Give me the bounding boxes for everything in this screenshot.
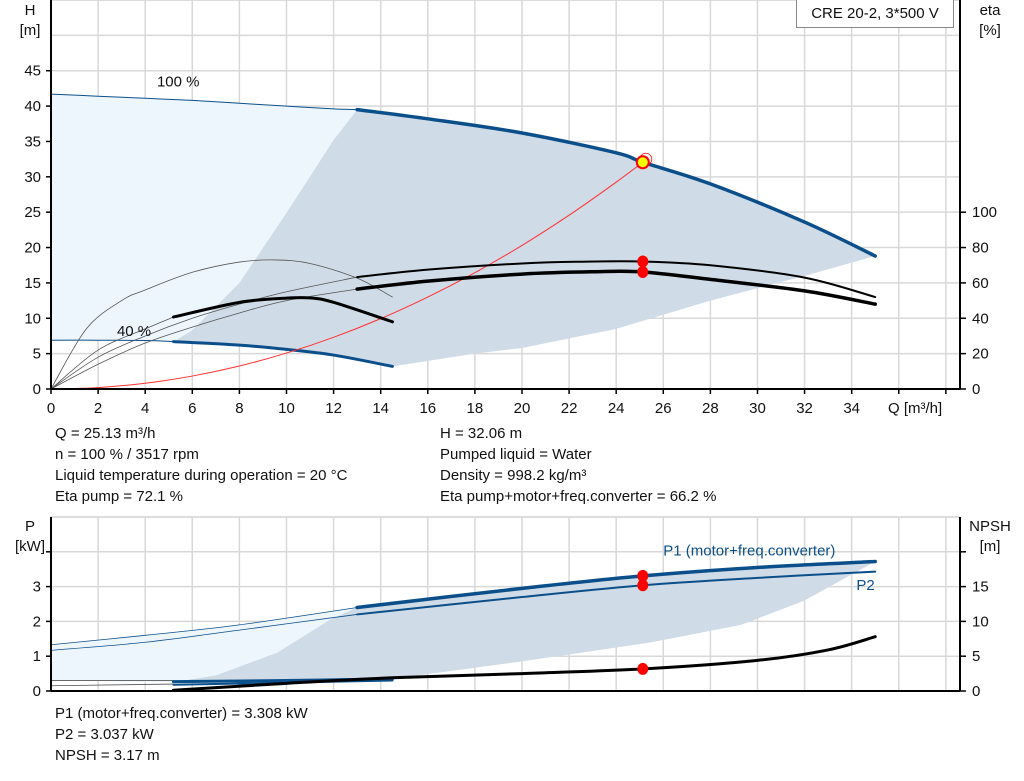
curve-series-7 (50, 288, 358, 390)
x-tick-label: 28 (702, 400, 719, 417)
light-range-region (51, 607, 358, 683)
y2-axis-unit: [m] (980, 538, 1001, 555)
curve-series-1 (355, 107, 877, 258)
temperature-readout: Liquid temperature during operation = 20… (55, 467, 348, 484)
x-tick-label: 26 (655, 400, 672, 417)
x-tick-label: 24 (608, 400, 625, 417)
x-tick-label: 6 (188, 400, 196, 417)
y-tick-label: 3 (33, 579, 41, 596)
operating-marker (637, 569, 649, 582)
y-tick-label: 25 (24, 204, 41, 221)
x-tick-label: 32 (796, 400, 813, 417)
operating-point (635, 155, 650, 170)
operating-marker (637, 265, 649, 278)
y-tick-label: 0 (33, 683, 41, 700)
x-tick-label: 14 (372, 400, 389, 417)
curve-series-8 (50, 316, 174, 390)
operating-marker (637, 662, 649, 675)
operating-marker (637, 579, 649, 592)
y2-tick-label: 5 (972, 648, 980, 665)
x-tick-label: 34 (843, 400, 860, 417)
y-tick-label: 10 (24, 310, 41, 327)
curve-series-10 (355, 269, 877, 306)
eta-pump-readout: Eta pump = 72.1 % (55, 488, 183, 505)
y-axis-label: H (25, 2, 36, 19)
curve-series-3 (171, 340, 394, 368)
light-range-region (51, 94, 358, 342)
speed-readout: n = 100 % / 3517 rpm (55, 446, 199, 463)
curve-series-4 (50, 161, 644, 390)
speed-label: 40 % (117, 323, 151, 340)
y2-tick-label: 15 (972, 579, 989, 596)
x-tick-label: 10 (278, 400, 295, 417)
y2-tick-label: 100 (972, 204, 997, 221)
x-tick-label: 18 (467, 400, 484, 417)
y-tick-label: 30 (24, 169, 41, 186)
y2-tick-label: 20 (972, 346, 989, 363)
curve-series-9 (356, 260, 877, 299)
y-axis-unit: [kW] (15, 538, 45, 555)
y-axis-unit: [m] (20, 22, 41, 39)
y-tick-label: 40 (24, 98, 41, 115)
y-tick-label: 0 (33, 381, 41, 398)
series-label: P2 (856, 577, 874, 594)
x-tick-label: 12 (325, 400, 342, 417)
operating-range-region (173, 561, 876, 683)
y2-tick-label: 0 (972, 381, 980, 398)
info-top-right: H = 32.06 m Pumped liquid = Water Densit… (440, 423, 716, 507)
y2-tick-label: 0 (972, 683, 980, 700)
curve-series-11 (171, 295, 394, 324)
y2-tick-label: 60 (972, 275, 989, 292)
x-tick-label: 8 (235, 400, 243, 417)
curve-series-6 (50, 276, 358, 390)
y2-tick-label: 40 (972, 310, 989, 327)
x-tick-label: 20 (514, 400, 531, 417)
head-readout: H = 32.06 m (440, 425, 523, 442)
p1-readout: P1 (motor+freq.converter) = 3.308 kW (55, 705, 308, 722)
x-axis-label: Q [m³/h] (888, 400, 942, 417)
curve-series-2 (50, 339, 174, 343)
info-top-left: Q = 25.13 m³/h n = 100 % / 3517 rpm Liqu… (55, 423, 347, 507)
y-tick-label: 45 (24, 63, 41, 80)
series-label: P1 (motor+freq.converter) (663, 542, 835, 559)
x-tick-label: 0 (47, 400, 55, 417)
liquid-readout: Pumped liquid = Water (440, 446, 592, 463)
p2-readout: P2 = 3.037 kW (55, 726, 154, 743)
y2-tick-label: 10 (972, 613, 989, 630)
npsh-readout: NPSH = 3.17 m (55, 747, 160, 764)
y-tick-label: 2 (33, 613, 41, 630)
x-tick-label: 30 (749, 400, 766, 417)
y-tick-label: 5 (33, 346, 41, 363)
curve-series-0 (50, 93, 358, 111)
curve-series-0 (50, 607, 358, 646)
curve-series-5 (50, 259, 393, 390)
y2-axis-label: eta (980, 2, 1002, 19)
y-axis-label: P (25, 518, 35, 535)
x-tick-label: 4 (141, 400, 149, 417)
y-tick-label: 1 (33, 648, 41, 665)
x-tick-label: 2 (94, 400, 102, 417)
operating-range-region (173, 109, 876, 367)
density-readout: Density = 998.2 kg/m³ (440, 467, 587, 484)
pump-model-legend: CRE 20-2, 3*500 V (796, 0, 954, 28)
speed-label: 100 % (157, 73, 200, 90)
info-bottom: P1 (motor+freq.converter) = 3.308 kW P2 … (55, 703, 308, 766)
y-tick-label: 20 (24, 240, 41, 257)
x-tick-label: 22 (561, 400, 578, 417)
flow-readout: Q = 25.13 m³/h (55, 425, 156, 442)
y2-axis-label: NPSH (969, 518, 1011, 535)
curve-series-2 (50, 614, 358, 651)
operating-marker (637, 255, 649, 268)
y2-tick-label: 80 (972, 240, 989, 257)
y-tick-label: 15 (24, 275, 41, 292)
x-tick-label: 16 (419, 400, 436, 417)
curve-series-8 (171, 635, 877, 692)
eta-total-readout: Eta pump+motor+freq.converter = 66.2 % (440, 488, 717, 505)
y-tick-label: 35 (24, 133, 41, 150)
y2-axis-unit: [%] (979, 22, 1001, 39)
curve-series-5 (50, 683, 174, 687)
